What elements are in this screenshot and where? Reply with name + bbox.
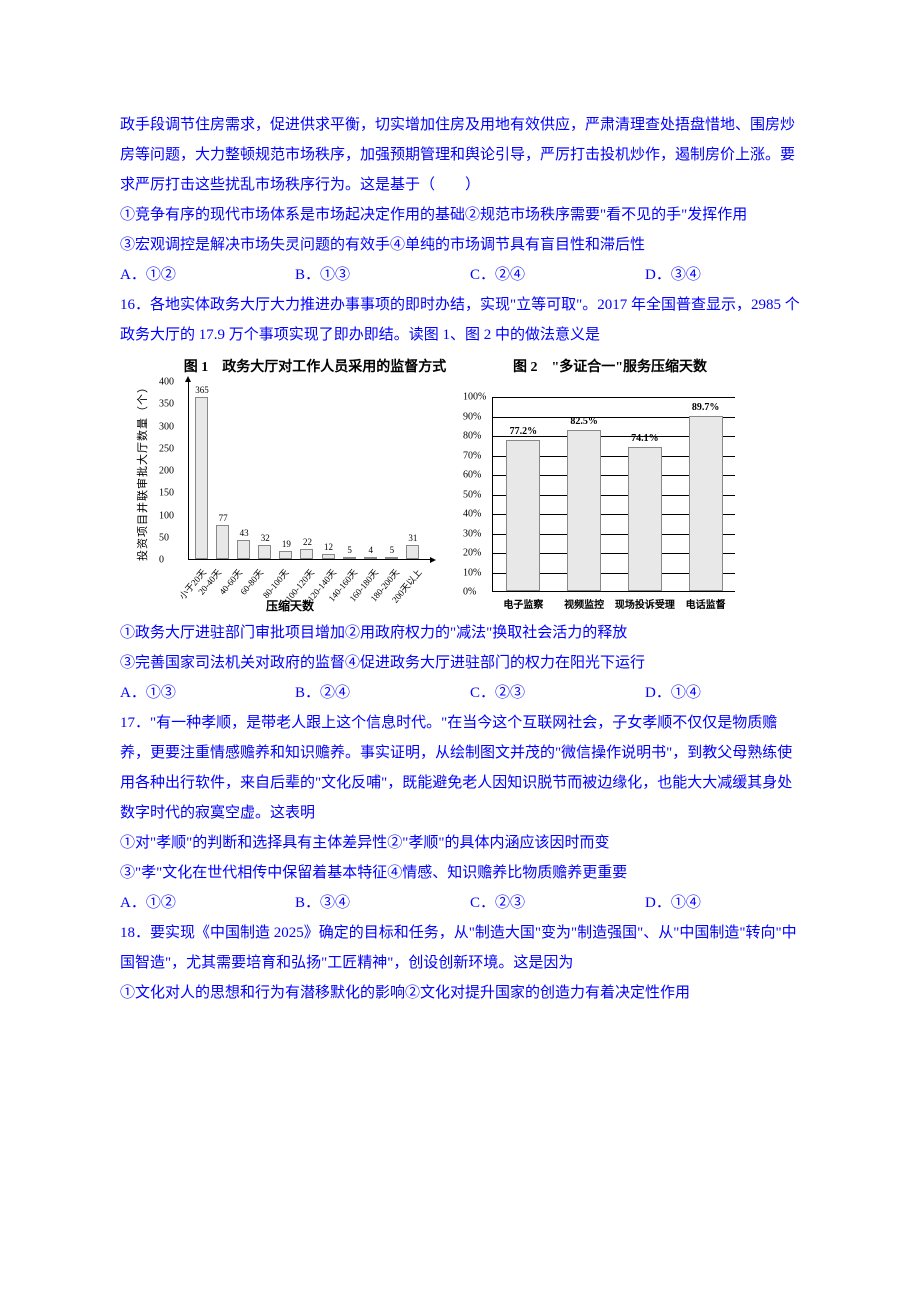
chart1-bar [385,557,398,559]
q15-statements-2: ③宏观调控是解决市场失灵问题的有效手④单纯的市场调节具有盲目性和滞后性 [120,230,800,260]
q16-statements-2: ③完善国家司法机关对政府的监督④促进政务大厅进驻部门的权力在阳光下运行 [120,648,800,678]
chart1-bar-label: 5 [347,545,352,555]
chart2-ytick: 20% [463,548,481,559]
q16-opt-a: A．①③ [120,678,295,708]
chart1-bar [279,551,292,559]
chart2-ytick: 40% [463,509,481,520]
q16-opt-b: B．②④ [295,678,470,708]
chart2-bar [506,440,540,591]
chart2-bar-label: 89.7% [692,402,720,413]
q15-stem: 政手段调节住房需求，促进供求平衡，切实增加住房及用地有效供应，严肃清理查处捂盘惜… [120,110,800,200]
chart2-ytick: 90% [463,411,481,422]
q17-opt-c: C．②③ [470,888,645,918]
chart1-ytick: 350 [159,399,174,410]
chart2-ytick: 10% [463,567,481,578]
chart1-plot: 050100150200250300350400365小于20天7720-40天… [188,382,430,560]
chart1-ytick: 50 [159,532,169,543]
q15-options: A．①② B．①③ C．②④ D．③④ [120,260,800,290]
q18-statements-1: ①文化对人的思想和行为有潜移默化的影响②文化对提升国家的创造力有着决定性作用 [120,978,800,1008]
q16-opt-c: C．②③ [470,678,645,708]
chart2-ytick: 70% [463,450,481,461]
chart1-ytick: 400 [159,377,174,388]
chart1-bar [300,549,313,559]
chart1-bar-label: 32 [261,533,270,543]
q17-stem: 17．"有一种孝顺，是带老人跟上这个信息时代。"在当今这个互联网社会，子女孝顺不… [120,708,800,828]
q15-opt-d: D．③④ [645,260,795,290]
q17-statements-2: ③"孝"文化在世代相传中保留着基本特征④情感、知识赡养比物质赡养更重要 [120,858,800,888]
chart2-xcat: 电话监督 [686,596,726,611]
q17-statements-1: ①对"孝顺"的判断和选择具有主体差异性②"孝顺"的具体内涵应该因时而变 [120,828,800,858]
q15-statements-1: ①竞争有序的现代市场体系是市场起决定作用的基础②规范市场秩序需要"看不见的手"发… [120,200,800,230]
q17-opt-d: D．①④ [645,888,795,918]
chart1-bar-label: 12 [324,542,333,552]
chart1-bar [216,525,229,559]
chart1-bar-label: 365 [195,385,209,395]
chart2-bar-label: 82.5% [570,416,598,427]
q17-options: A．①② B．③④ C．②③ D．①④ [120,888,800,918]
chart1-bar-label: 22 [303,537,312,547]
q16-stem: 16．各地实体政务大厅大力推进办事事项的即时办结，实现"立等可取"。2017 年… [120,290,800,350]
chart2-ytick: 100% [463,392,486,403]
chart1-ytick: 200 [159,466,174,477]
chart1-bar [406,545,419,559]
q16-opt-d: D．①④ [645,678,795,708]
chart1-ytick: 100 [159,510,174,521]
chart1-bar [364,557,377,559]
chart2: 0%10%20%30%40%50%60%70%80%90%100%77.2%电子… [460,397,740,612]
chart1-ylabel: 投资项目并联审批大厅数量（个） [134,381,150,561]
q15-opt-c: C．②④ [470,260,645,290]
chart2-plot: 0%10%20%30%40%50%60%70%80%90%100%77.2%电子… [492,397,735,592]
chart1-bar [322,554,335,559]
chart2-ytick: 60% [463,470,481,481]
q15-opt-a: A．①② [120,260,295,290]
chart1-bar-label: 19 [282,539,291,549]
chart1-bar-label: 43 [240,528,249,538]
chart1-title: 图 1 政务大厅对工作人员采用的监督方式 [150,356,480,376]
chart2-title: 图 2 "多证合一"服务压缩天数 [480,356,740,376]
chart1-bar-label: 31 [408,533,417,543]
q17-opt-a: A．①② [120,888,295,918]
q18-stem: 18．要实现《中国制造 2025》确定的目标和任务，从"制造大国"变为"制造强国… [120,918,800,978]
q17-opt-b: B．③④ [295,888,470,918]
chart1-bar [343,557,356,559]
chart1-bar-label: 4 [368,545,373,555]
chart2-xcat: 现场投诉受理 [615,596,675,611]
chart1-xlabel: 压缩天数 [266,597,314,614]
chart1-ytick: 300 [159,421,174,432]
chart1-bar [237,540,250,559]
chart2-bar-label: 77.2% [510,426,538,437]
chart2-ytick: 30% [463,528,481,539]
q16-statements-1: ①政务大厅进驻部门审批项目增加②用政府权力的"减法"换取社会活力的释放 [120,618,800,648]
chart1-ytick: 250 [159,443,174,454]
chart1-bar-label: 5 [390,545,395,555]
chart1: 投资项目并联审批大厅数量（个） 050100150200250300350400… [150,382,430,612]
charts-container: 图 1 政务大厅对工作人员采用的监督方式 图 2 "多证合一"服务压缩天数 投资… [150,356,800,612]
q15-opt-b: B．①③ [295,260,470,290]
chart1-ytick: 150 [159,488,174,499]
chart1-bar-label: 77 [219,513,228,523]
chart2-bar [628,447,662,591]
chart2-bar [567,430,601,591]
chart1-bar [258,545,271,559]
chart2-ytick: 50% [463,489,481,500]
chart2-bar [689,416,723,591]
chart2-ytick: 0% [463,587,476,598]
chart2-xcat: 视频监控 [564,596,604,611]
q16-options: A．①③ B．②④ C．②③ D．①④ [120,678,800,708]
chart1-ytick: 0 [159,555,164,566]
chart2-xcat: 电子监察 [503,596,543,611]
chart1-bar [195,397,208,559]
chart2-gridline [493,397,735,398]
chart2-ytick: 80% [463,431,481,442]
chart2-bar-label: 74.1% [631,433,659,444]
